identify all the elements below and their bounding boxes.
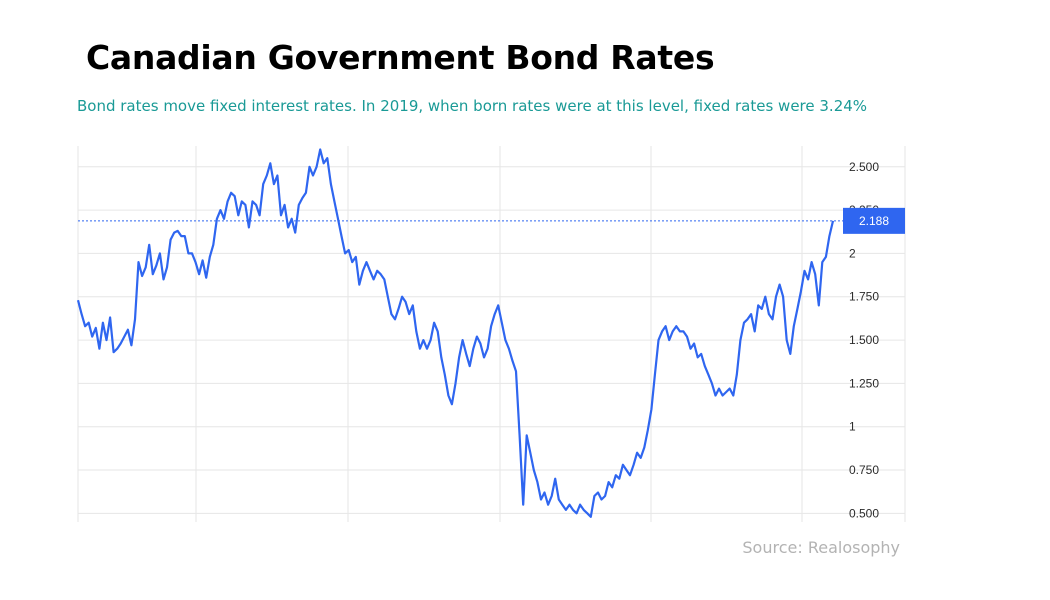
y-tick-label: 2.500: [849, 160, 879, 174]
chart-subtitle: Bond rates move fixed interest rates. In…: [77, 97, 868, 115]
y-tick-label: 1: [849, 420, 856, 434]
bond-rate-line: [76, 148, 835, 518]
current-value-tag: [843, 207, 905, 234]
y-tick-label: 1.750: [849, 290, 879, 304]
source-note: Source: Realosophy: [742, 538, 900, 557]
y-tick-label: 2: [849, 246, 856, 260]
y-tick-label: 0.750: [849, 463, 879, 477]
y-tick-label: 1.250: [849, 376, 879, 390]
y-tick-label: 0.500: [849, 506, 879, 520]
current-value-label: 2.188: [859, 214, 889, 228]
chart-title: Canadian Government Bond Rates: [86, 38, 715, 77]
y-tick-label: 1.500: [849, 333, 879, 347]
